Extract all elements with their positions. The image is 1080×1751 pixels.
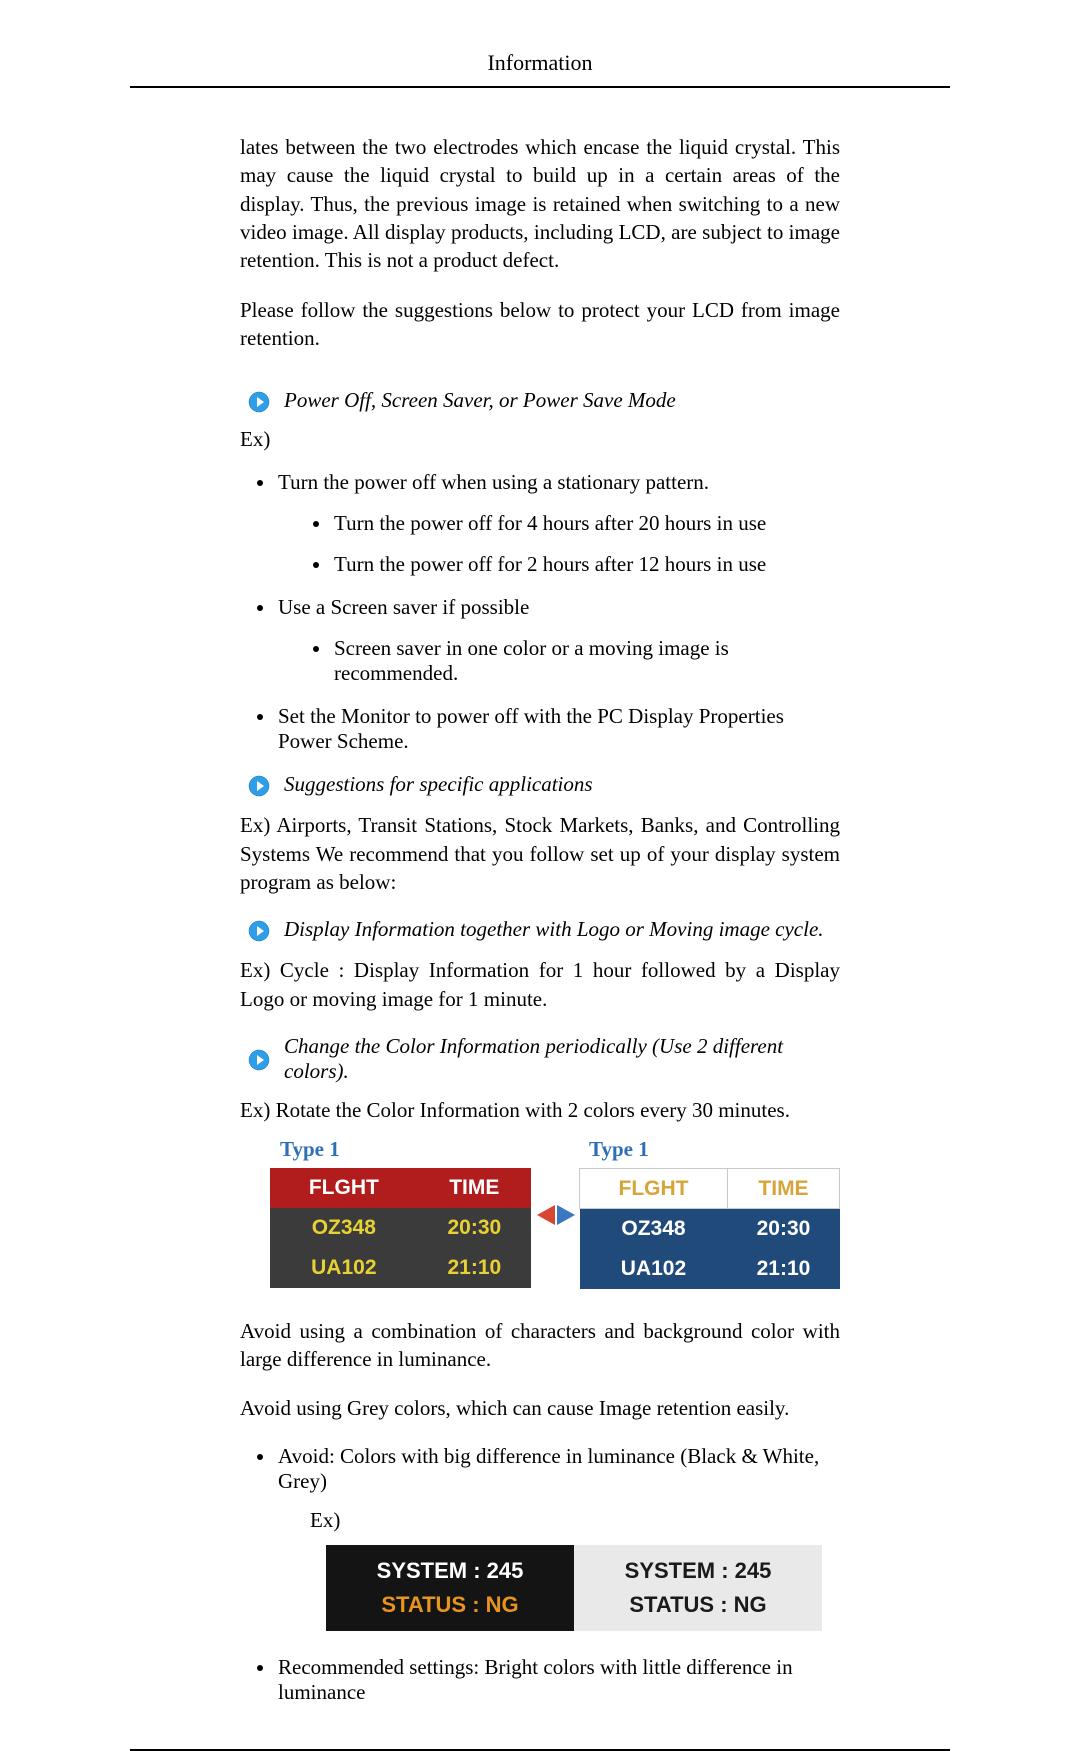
system-line-1: SYSTEM : 245: [625, 1554, 772, 1588]
system-box-left: SYSTEM : 245 STATUS : NG: [326, 1545, 574, 1631]
arrow-circle-icon: [248, 391, 270, 413]
cell-body: OZ348: [270, 1208, 418, 1248]
list-item: Set the Monitor to power off with the PC…: [276, 704, 840, 754]
flight-board-left: Type 1 FLGHT TIME OZ348 20:30 UA102 21:1…: [270, 1133, 531, 1288]
cell-header: FLGHT: [580, 1169, 728, 1209]
section-suggestions: Suggestions for specific applications: [248, 772, 840, 797]
cell-body: UA102: [270, 1248, 418, 1288]
arrow-circle-icon: [248, 1049, 270, 1071]
section-label: Power Off, Screen Saver, or Power Save M…: [284, 388, 676, 413]
list-item: Turn the power off when using a stationa…: [276, 470, 840, 577]
system-line-2: STATUS : NG: [629, 1588, 766, 1622]
system-line-1: SYSTEM : 245: [377, 1554, 524, 1588]
example-text-3: Ex) Cycle : Display Information for 1 ho…: [240, 956, 840, 1013]
section-label: Suggestions for specific applications: [284, 772, 593, 797]
content-area: lates between the two electrodes which e…: [240, 88, 840, 1705]
list-item: Turn the power off for 4 hours after 20 …: [332, 511, 840, 536]
arrow-circle-icon: [248, 920, 270, 942]
list-item: Avoid: Colors with big difference in lum…: [276, 1444, 840, 1631]
color-rotation-figure: Type 1 FLGHT TIME OZ348 20:30 UA102 21:1…: [270, 1133, 840, 1289]
list-item: Use a Screen saver if possible Screen sa…: [276, 595, 840, 686]
cell-header: TIME: [418, 1168, 531, 1208]
swap-arrows: [531, 1133, 579, 1232]
bullet-list-1: Turn the power off when using a stationa…: [240, 470, 840, 754]
cell-body: 20:30: [418, 1208, 531, 1248]
section-change-color: Change the Color Information periodicall…: [248, 1034, 840, 1084]
header-title: Information: [487, 50, 592, 75]
swap-arrows-icon: [531, 1203, 579, 1227]
page-header: Information: [130, 0, 950, 88]
intro-paragraph-2: Please follow the suggestions below to p…: [240, 296, 840, 353]
example-label-1: Ex): [240, 427, 840, 452]
cell-body: 20:30: [727, 1209, 839, 1249]
cell-header: FLGHT: [270, 1168, 418, 1208]
list-item-text: Avoid: Colors with big difference in lum…: [278, 1444, 819, 1493]
system-box-right: SYSTEM : 245 STATUS : NG: [574, 1545, 822, 1631]
flight-table-left: FLGHT TIME OZ348 20:30 UA102 21:10: [270, 1168, 531, 1288]
list-item-text: Turn the power off when using a stationa…: [278, 470, 709, 494]
intro-paragraph-1: lates between the two electrodes which e…: [240, 133, 840, 275]
list-item: Screen saver in one color or a moving im…: [332, 636, 840, 686]
footer-rule: [130, 1749, 950, 1751]
example-text-4: Ex) Rotate the Color Information with 2 …: [240, 1098, 840, 1123]
section-power-off: Power Off, Screen Saver, or Power Save M…: [248, 388, 840, 413]
cell-body: UA102: [580, 1249, 728, 1289]
section-label: Change the Color Information periodicall…: [284, 1034, 840, 1084]
section-display-info: Display Information together with Logo o…: [248, 917, 840, 942]
list-item-text: Use a Screen saver if possible: [278, 595, 529, 619]
cell-header: TIME: [727, 1169, 839, 1209]
type-label-left: Type 1: [270, 1133, 531, 1168]
avoid-paragraph-2: Avoid using Grey colors, which can cause…: [240, 1394, 840, 1422]
system-status-figure: SYSTEM : 245 STATUS : NG SYSTEM : 245 ST…: [308, 1545, 840, 1631]
section-label: Display Information together with Logo o…: [284, 917, 824, 942]
list-item: Recommended settings: Bright colors with…: [276, 1655, 840, 1705]
flight-table-right: FLGHT TIME OZ348 20:30 UA102 21:10: [579, 1168, 840, 1289]
example-text-2: Ex) Airports, Transit Stations, Stock Ma…: [240, 811, 840, 896]
arrow-circle-icon: [248, 775, 270, 797]
example-short: Ex): [310, 1508, 840, 1533]
cell-body: 21:10: [418, 1248, 531, 1288]
bullet-list-2: Avoid: Colors with big difference in lum…: [240, 1444, 840, 1705]
cell-body: OZ348: [580, 1209, 728, 1249]
system-line-2: STATUS : NG: [381, 1588, 518, 1622]
type-label-right: Type 1: [579, 1133, 840, 1168]
flight-board-right: Type 1 FLGHT TIME OZ348 20:30 UA102 21:1…: [579, 1133, 840, 1289]
list-item: Turn the power off for 2 hours after 12 …: [332, 552, 840, 577]
avoid-paragraph-1: Avoid using a combination of characters …: [240, 1317, 840, 1374]
cell-body: 21:10: [727, 1249, 839, 1289]
